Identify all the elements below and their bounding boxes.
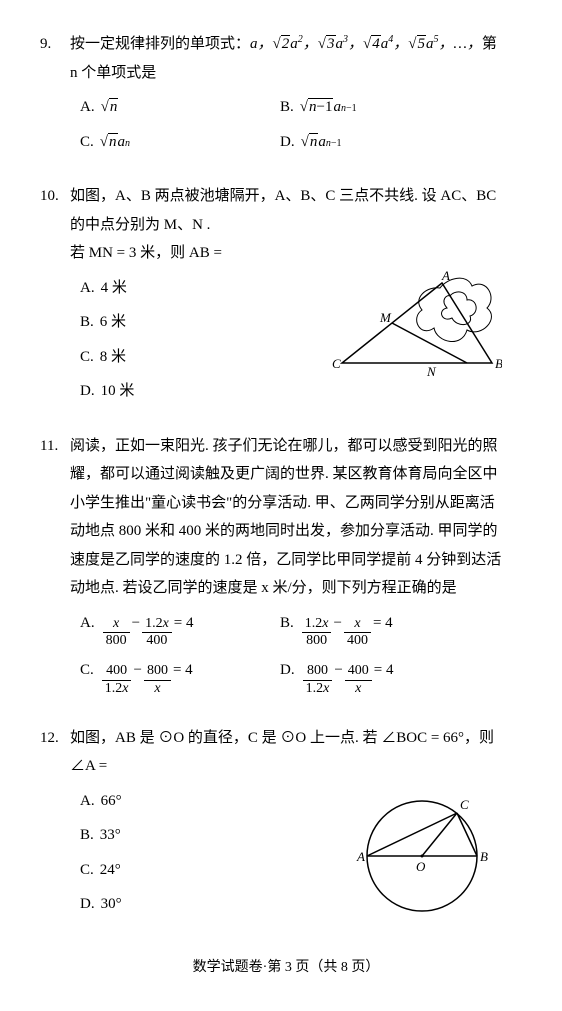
question-number: 10. (40, 182, 59, 211)
sequence: a，2a2，3a3，4a4，5a5，…， (250, 36, 482, 52)
label-b: B (480, 849, 488, 864)
option-c: C.24° (80, 856, 334, 885)
option-a: A.4 米 (80, 274, 324, 303)
option-b: B.33° (80, 821, 334, 850)
page-footer: 数学试题卷·第 3 页（共 8 页） (70, 955, 502, 982)
option-c: C.n an (80, 128, 280, 157)
label-m: M (379, 310, 392, 325)
label-c: C (460, 797, 469, 812)
question-12: 12. 如图，AB 是 ⊙O 的直径，C 是 ⊙O 上一点. 若 ∠BOC = … (70, 724, 502, 925)
label-b: B (495, 356, 502, 371)
text-line1: 如图，A、B 两点被池塘隔开，A、B、C 三点不共线. 设 AC、BC 的中点分… (70, 188, 496, 233)
question-text: 如图，AB 是 ⊙O 的直径，C 是 ⊙O 上一点. 若 ∠BOC = 66°，… (70, 724, 502, 781)
question-11: 11. 阅读，正如一束阳光. 孩子们无论在哪儿，都可以感受到阳光的照耀，都可以通… (70, 432, 502, 704)
question-text: 按一定规律排列的单项式：a，2a2，3a3，4a4，5a5，…，第 n 个单项式… (70, 30, 502, 87)
option-d: D. 8001.2x − 400x = 4 (280, 656, 480, 698)
question-text: 阅读，正如一束阳光. 孩子们无论在哪儿，都可以感受到阳光的照耀，都可以通过阅读触… (70, 432, 502, 603)
option-b: B. 1.2x800 − x400 = 4 (280, 609, 480, 651)
question-text: 如图，A、B 两点被池塘隔开，A、B、C 三点不共线. 设 AC、BC 的中点分… (70, 182, 502, 268)
question-number: 11. (40, 432, 58, 461)
option-d: D.30° (80, 890, 334, 919)
option-c: C.8 米 (80, 343, 324, 372)
options-q11: A. x800 − 1.2x400 = 4 B. 1.2x800 − x400 … (80, 609, 502, 698)
text-line2: 若 MN = 3 米，则 AB = (70, 245, 222, 261)
question-9: 9. 按一定规律排列的单项式：a，2a2，3a3，4a4，5a5，…，第 n 个… (70, 30, 502, 162)
question-10: 10. 如图，A、B 两点被池塘隔开，A、B、C 三点不共线. 设 AC、BC … (70, 182, 502, 412)
option-a: A.66° (80, 787, 334, 816)
label-o: O (416, 859, 426, 874)
options-q9: A.n B.n−1an−1 C.n an D.n an−1 (80, 93, 502, 156)
option-d: D.10 米 (80, 377, 324, 406)
question-number: 9. (40, 30, 51, 59)
label-a: A (441, 268, 450, 283)
label-n: N (426, 364, 437, 378)
option-b: B.n−1an−1 (280, 93, 480, 122)
label-c: C (332, 356, 341, 371)
label-a: A (356, 849, 365, 864)
figure-q12: A B C O (342, 781, 502, 921)
option-c: C. 4001.2x − 800x = 4 (80, 656, 280, 698)
option-a: A. x800 − 1.2x400 = 4 (80, 609, 280, 651)
figure-q10: A B C M N (332, 268, 502, 378)
text-pre: 按一定规律排列的单项式： (70, 36, 250, 52)
option-b: B.6 米 (80, 308, 324, 337)
option-d: D.n an−1 (280, 128, 480, 157)
option-a: A.n (80, 93, 280, 122)
